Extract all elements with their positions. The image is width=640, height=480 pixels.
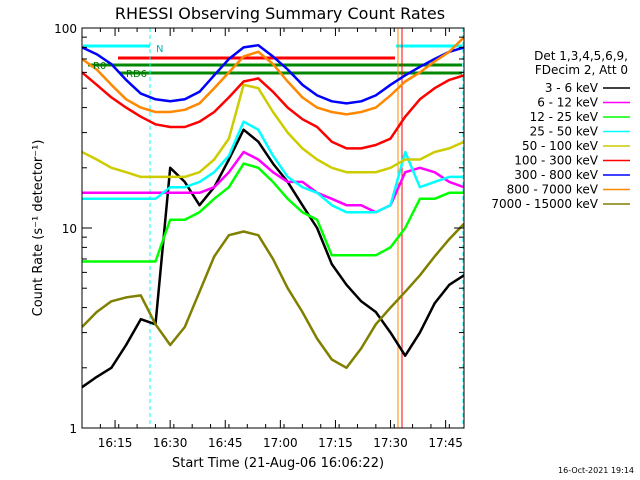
plot-frame: [81, 27, 465, 429]
legend-header-line-2: FDecim 2, Att 0: [535, 63, 628, 77]
y-axis-label: Count Rate (s⁻¹ detector⁻¹): [31, 140, 46, 317]
legend-label-6: 300 - 800 keV: [514, 168, 598, 182]
series-layer: [82, 36, 464, 389]
x-tick-labels: 16:15 16:30 16:45 17:00 17:15 17:30 17:45: [98, 436, 463, 450]
legend-label-4: 50 - 100 keV: [522, 139, 599, 153]
y-tick-label: 100: [54, 22, 77, 36]
x-axis-label: Start Time (21-Aug-06 16:06:22): [172, 456, 384, 471]
series-line-5: [82, 71, 464, 150]
legend-label-8: 7000 - 15000 keV: [491, 197, 598, 211]
x-tick-label: 17:00: [263, 436, 298, 450]
legend-label-0: 3 - 6 keV: [545, 81, 599, 95]
legend-label-2: 12 - 25 keV: [530, 110, 599, 124]
rd6-label: RD6: [126, 69, 147, 80]
r0-label: R0: [93, 61, 106, 72]
y-tick-label: 10: [62, 222, 77, 236]
series-line-7: [82, 36, 464, 116]
series-line-4: [82, 83, 464, 179]
n-marker-label: N: [156, 44, 163, 55]
x-tick-label: 17:30: [373, 436, 408, 450]
series-line-1: [82, 150, 464, 214]
legend-header-line-1: Det 1,3,4,5,6,9,: [534, 49, 628, 63]
series-line-8: [82, 222, 464, 370]
series-line-6: [82, 43, 464, 105]
y-tick-label: 1: [69, 422, 77, 436]
axis-ticks: [81, 27, 464, 429]
legend-label-7: 800 - 7000 keV: [507, 183, 599, 197]
x-tick-label: 17:45: [428, 436, 463, 450]
series-line-2: [82, 162, 464, 263]
timestamp: 16-Oct-2021 19:14: [558, 466, 634, 475]
series-line-0: [82, 128, 464, 389]
legend-label-3: 25 - 50 keV: [530, 125, 599, 139]
legend-label-5: 100 - 300 keV: [514, 154, 598, 168]
x-tick-label: 16:45: [208, 436, 243, 450]
legend-label-1: 6 - 12 keV: [537, 96, 599, 110]
x-tick-label: 16:30: [153, 436, 188, 450]
x-tick-label: 17:15: [318, 436, 353, 450]
series-line-3: [82, 120, 464, 214]
y-tick-labels: 1 10 100: [54, 22, 77, 436]
chart-title: RHESSI Observing Summary Count Rates: [115, 4, 445, 23]
x-tick-label: 16:15: [98, 436, 133, 450]
